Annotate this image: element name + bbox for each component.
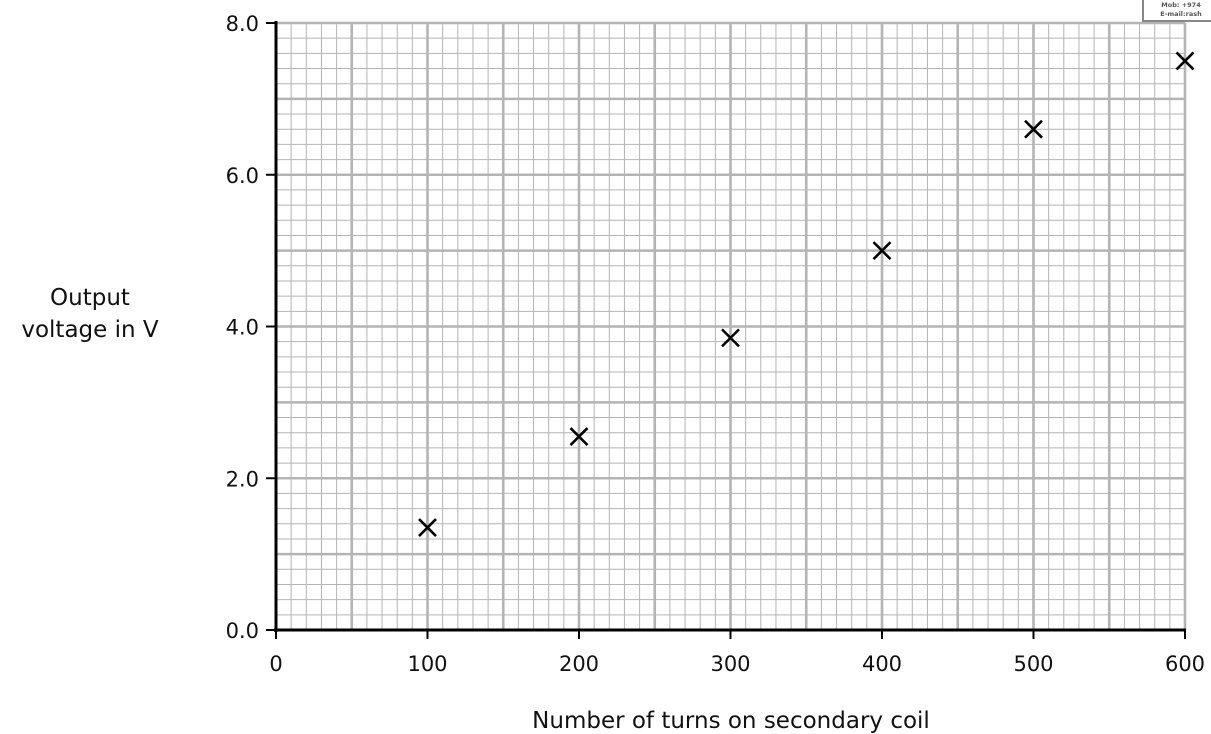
x-tick-label: 0 — [269, 652, 282, 676]
x-tick-label: 300 — [710, 652, 750, 676]
y-axis-label-line-2: voltage in V — [21, 317, 159, 343]
x-tick-label: 600 — [1165, 652, 1205, 676]
data-point-stroke — [1175, 51, 1195, 71]
x-tick-label: 200 — [559, 652, 599, 676]
data-point-stroke — [569, 427, 589, 446]
x-tick-label: 500 — [1013, 652, 1053, 676]
data-point-stroke — [1024, 119, 1043, 139]
data-point — [1175, 51, 1195, 71]
stamp-line-1: Mob: +974 — [1161, 1, 1201, 9]
tick-labels: 0 100 200 300 400 500 600 0.0 2.0 4.0 6.0 8.0 — [226, 12, 1205, 676]
y-tick-label: 6.0 — [226, 164, 259, 188]
y-tick-label: 8.0 — [226, 12, 259, 36]
y-tick-label: 0.0 — [226, 619, 259, 643]
data-point — [872, 241, 892, 261]
axes — [266, 21, 1186, 639]
data-point-stroke — [872, 241, 892, 261]
y-tick-label: 2.0 — [226, 467, 259, 491]
x-tick-label: 100 — [407, 652, 447, 676]
data-point — [721, 328, 740, 348]
data-point-stroke — [721, 328, 740, 348]
data-point — [418, 518, 437, 537]
y-tick-label: 4.0 — [226, 316, 259, 340]
data-points — [418, 51, 1195, 537]
data-point — [1024, 119, 1043, 139]
data-point — [569, 427, 589, 446]
x-tick-label: 400 — [862, 652, 902, 676]
data-point-stroke — [418, 518, 437, 537]
contact-stamp: Mob: +974 E-mail:rash — [1142, 0, 1211, 22]
y-axis-label-line-1: Output — [50, 285, 130, 311]
stamp-line-2: E-mail:rash — [1160, 10, 1202, 18]
grid — [274, 21, 1187, 632]
x-axis-label: Number of turns on secondary coil — [532, 708, 930, 734]
